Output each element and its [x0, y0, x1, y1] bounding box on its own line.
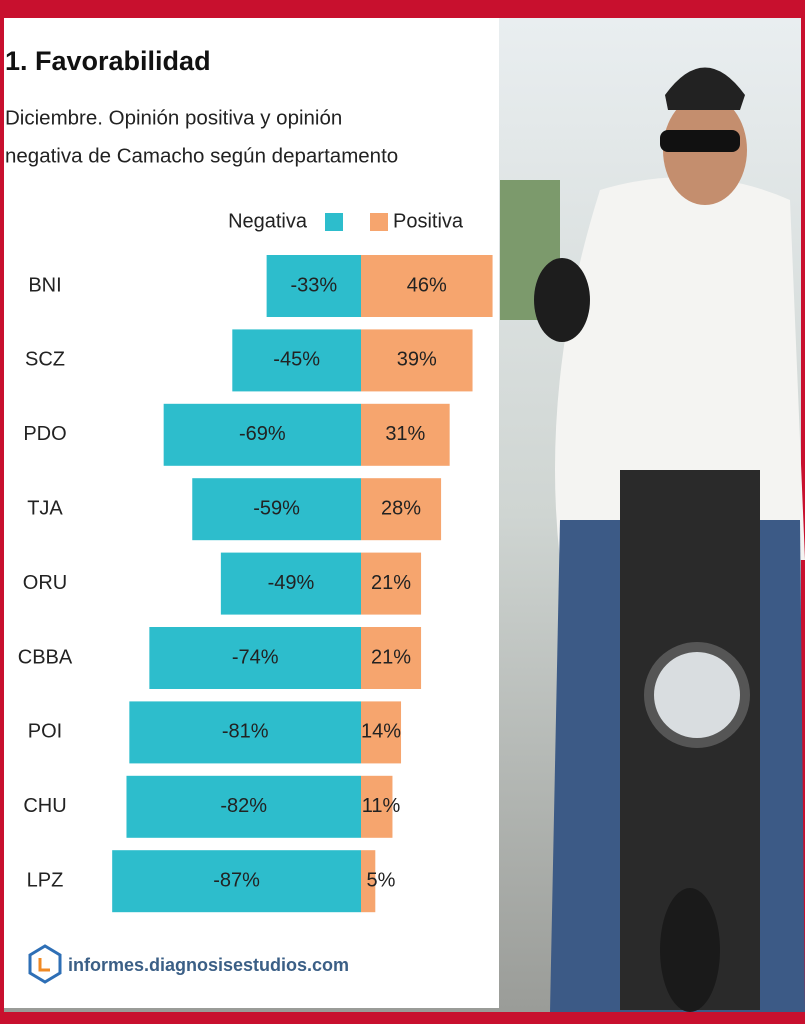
- chart-title: 1. Favorabilidad: [5, 46, 211, 76]
- value-label: -81%: [222, 721, 269, 743]
- photo-figure: [500, 67, 805, 1012]
- category-label: POI: [28, 721, 62, 743]
- logo: [38, 958, 50, 972]
- bar: [220, 552, 361, 615]
- source-text: informes.diagnosisestudios.com: [68, 955, 349, 975]
- bar: [361, 701, 402, 764]
- value-label: -45%: [273, 349, 320, 371]
- category-label: CHU: [23, 795, 66, 817]
- bar: [232, 329, 361, 392]
- category-label: LPZ: [27, 869, 64, 891]
- bar: [361, 255, 493, 317]
- legend-swatch: [370, 213, 388, 231]
- value-label: -49%: [268, 572, 315, 594]
- value-label: 11%: [362, 795, 401, 817]
- value-label: 21%: [371, 646, 411, 668]
- source: informes.diagnosisestudios.com: [28, 944, 349, 984]
- bar: [192, 478, 361, 541]
- value-label: -59%: [253, 497, 300, 519]
- value-label: 5%: [367, 869, 396, 891]
- bar: [361, 403, 450, 466]
- bar: [361, 329, 473, 392]
- value-label: 39%: [397, 349, 437, 371]
- category-label: SCZ: [25, 349, 65, 371]
- bar: [361, 850, 376, 913]
- bar: [112, 850, 362, 913]
- value-label: 46%: [407, 274, 447, 296]
- chart-subtitle: negativa de Camacho según departamento: [5, 144, 398, 167]
- bar: [361, 552, 422, 615]
- bar: [129, 701, 361, 764]
- bar: [163, 403, 361, 466]
- bar: [361, 627, 422, 689]
- legend-swatch: [325, 213, 343, 231]
- value-label: -33%: [290, 274, 337, 296]
- legend-label: Positiva: [393, 210, 464, 232]
- value-label: -87%: [213, 869, 260, 891]
- chart-subtitle: Diciembre. Opinión positiva y opinión: [5, 106, 342, 129]
- category-label: ORU: [23, 572, 67, 594]
- bar: [126, 775, 361, 838]
- category-label: TJA: [27, 497, 63, 519]
- bar: [361, 478, 442, 541]
- bar: [361, 775, 393, 838]
- value-label: -74%: [232, 646, 279, 668]
- category-label: BNI: [28, 274, 61, 296]
- value-label: 28%: [381, 497, 421, 519]
- value-label: 21%: [371, 572, 411, 594]
- legend-label: Negativa: [228, 210, 308, 232]
- category-label: PDO: [23, 423, 66, 445]
- value-label: -69%: [239, 423, 286, 445]
- value-label: 31%: [385, 423, 425, 445]
- bar: [149, 627, 361, 689]
- value-label: -82%: [220, 795, 267, 817]
- bar: [266, 255, 361, 317]
- logo: [28, 944, 62, 984]
- category-label: CBBA: [18, 646, 73, 668]
- value-label: 14%: [361, 721, 401, 743]
